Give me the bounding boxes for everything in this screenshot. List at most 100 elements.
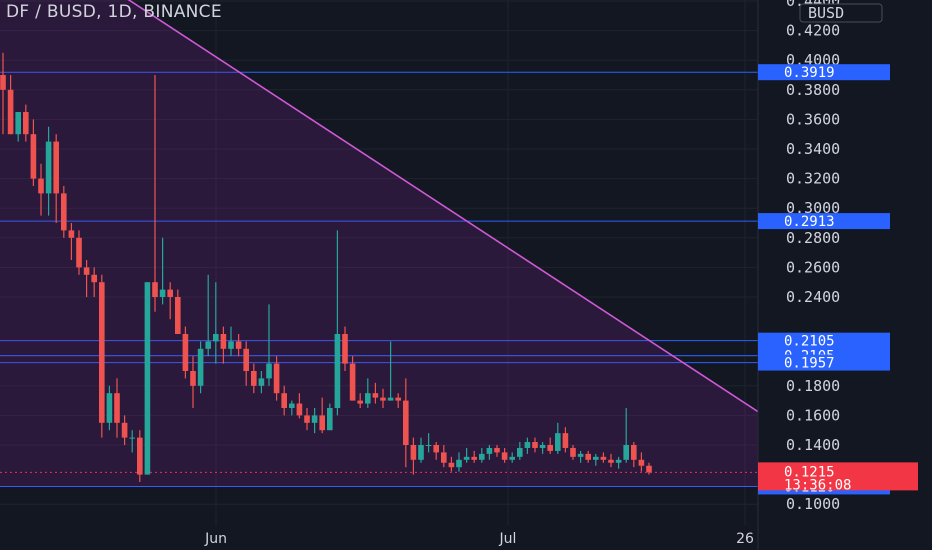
candle-body	[152, 282, 158, 297]
y-tick-label: 0.2400	[786, 288, 840, 306]
candle-body	[357, 400, 363, 404]
candle-body	[213, 334, 219, 342]
price-badge	[758, 354, 890, 371]
price-badge	[758, 64, 890, 81]
candle-body	[570, 447, 576, 457]
candle-body	[646, 465, 652, 473]
price-badge	[758, 332, 890, 349]
candle-body	[593, 456, 599, 460]
candle-body	[61, 193, 67, 231]
y-tick-label: 0.1800	[786, 377, 840, 395]
candle-body	[395, 397, 401, 401]
candle-body	[410, 445, 417, 460]
last-price-badge	[758, 462, 918, 491]
candle-body	[319, 415, 325, 431]
candle-body	[190, 371, 196, 386]
candles	[0, 52, 652, 482]
y-tick-label: 0.1400	[786, 436, 840, 454]
candle-body	[631, 445, 637, 460]
candle-body	[258, 378, 265, 386]
candle-body	[144, 282, 151, 475]
candle-body	[517, 447, 523, 457]
candle-body	[372, 393, 379, 398]
candle-body	[403, 400, 409, 445]
candle-body	[99, 282, 105, 423]
candle-body	[76, 237, 82, 268]
price-badge-label: 0.2105	[784, 334, 835, 350]
candle-body	[273, 363, 280, 394]
candle-body	[137, 437, 143, 475]
price-badges: 0.39190.29130.21050.21050.19570.11200.12…	[758, 64, 918, 495]
candle-body	[448, 462, 455, 468]
candle-body	[585, 453, 591, 460]
candle-body	[30, 134, 37, 179]
candle-body	[334, 334, 341, 408]
candle-body	[23, 112, 29, 135]
candle-body	[296, 403, 303, 416]
candle-body	[387, 397, 394, 401]
candle-body	[235, 341, 242, 349]
candle-body	[114, 393, 120, 423]
candle-body	[623, 445, 629, 460]
candle-body	[562, 433, 569, 448]
candle-body	[349, 363, 356, 401]
candle-body	[53, 141, 59, 194]
y-tick-label: 0.4200	[786, 22, 840, 40]
countdown-label: 13:36:08	[784, 477, 851, 493]
currency-label: BUSD	[808, 4, 844, 22]
candle-body	[600, 456, 607, 460]
candle-body	[425, 445, 432, 446]
candle-body	[509, 456, 515, 460]
y-tick-label: 0.3600	[786, 110, 840, 128]
candle-body	[175, 297, 181, 334]
candle-body	[68, 230, 75, 238]
candle-body	[365, 393, 371, 404]
candle-body	[91, 274, 97, 283]
candle-body	[577, 453, 584, 457]
candle-body	[327, 408, 333, 431]
candle-body	[539, 445, 546, 448]
horizontal-lines	[0, 71, 758, 487]
x-tick-label: 26	[736, 531, 754, 547]
candle-body	[441, 452, 447, 463]
grid	[0, 0, 757, 525]
trendline-area	[0, 0, 873, 487]
candle-body	[524, 442, 531, 448]
candle-body	[167, 289, 173, 297]
candle-body	[251, 371, 257, 386]
trendline	[127, 0, 855, 476]
candle-body	[638, 459, 645, 466]
candle-body	[45, 141, 52, 194]
candle-body	[555, 433, 561, 451]
candle-body	[456, 459, 462, 468]
candle-body	[479, 453, 485, 460]
candle-body	[463, 456, 470, 460]
candle-body	[205, 341, 211, 349]
candle-body	[418, 445, 424, 460]
candle-body	[182, 334, 189, 371]
y-tick-label: 0.3400	[786, 140, 840, 158]
time-axis: Jun Jul 26	[204, 531, 754, 547]
candle-body	[7, 89, 14, 135]
candle-body	[15, 112, 21, 135]
candle-body	[159, 289, 166, 297]
candle-body	[494, 447, 500, 453]
candle-body	[486, 447, 493, 454]
candle-body	[0, 75, 6, 90]
candle-body	[266, 363, 272, 379]
candle-body	[615, 459, 622, 463]
candle-body	[501, 452, 508, 460]
candle-body	[220, 334, 227, 349]
y-tick-label: 0.2600	[786, 258, 840, 276]
candle-body	[311, 415, 318, 423]
candle-body	[281, 393, 287, 408]
candle-body	[304, 415, 310, 423]
y-tick-label: 0.3800	[786, 81, 840, 99]
x-tick-label: Jun	[204, 531, 227, 547]
price-badge	[758, 213, 890, 230]
candle-body	[129, 437, 135, 439]
candle-body	[547, 445, 553, 451]
chart-title: DF / BUSD, 1D, BINANCE	[6, 2, 222, 22]
y-tick-label: 0.3200	[786, 170, 840, 188]
